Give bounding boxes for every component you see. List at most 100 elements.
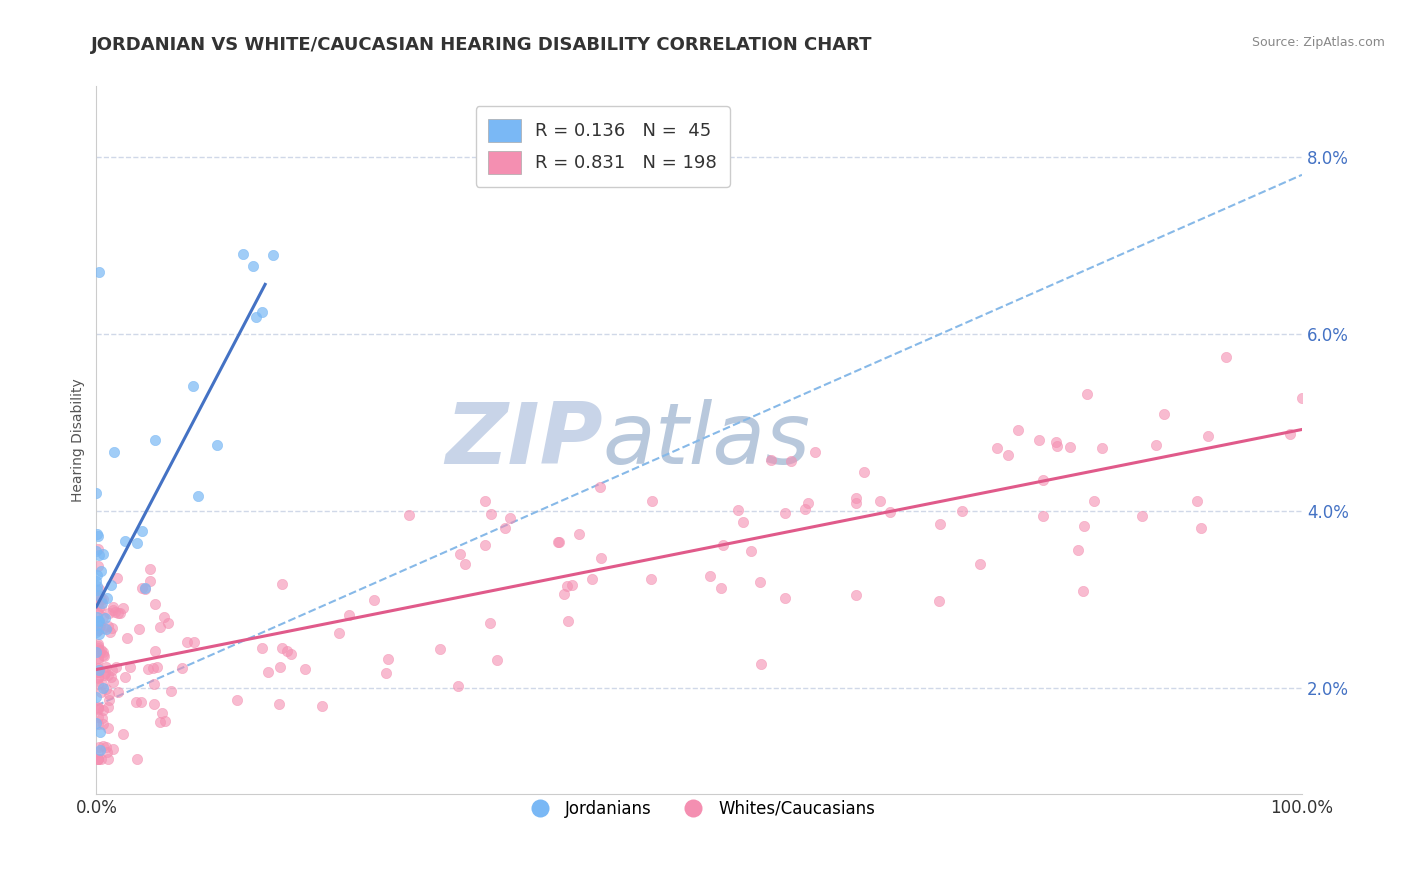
Point	[170, 661, 193, 675]
Point	[97, 606, 120, 620]
Point	[796, 495, 818, 509]
Point	[105, 660, 128, 674]
Point	[103, 742, 125, 756]
Point	[429, 641, 451, 656]
Point	[89, 663, 111, 677]
Point	[94, 739, 117, 754]
Point	[547, 535, 569, 549]
Point	[143, 597, 166, 611]
Point	[145, 644, 167, 658]
Point	[454, 557, 477, 571]
Point	[1076, 386, 1098, 401]
Point	[929, 516, 952, 531]
Point	[581, 572, 603, 586]
Point	[97, 687, 120, 701]
Point	[641, 494, 664, 508]
Point	[869, 494, 891, 508]
Legend: Jordanians, Whites/Caucasians: Jordanians, Whites/Caucasians	[516, 793, 882, 824]
Point	[845, 496, 868, 510]
Point	[1083, 493, 1105, 508]
Point	[86, 690, 108, 704]
Point	[86, 609, 108, 624]
Point	[100, 663, 122, 677]
Point	[1189, 521, 1212, 535]
Point	[87, 622, 110, 636]
Point	[131, 524, 153, 539]
Point	[1153, 407, 1175, 421]
Point	[969, 557, 991, 571]
Point	[87, 541, 110, 556]
Point	[478, 615, 501, 630]
Point	[86, 744, 108, 758]
Point	[950, 503, 973, 517]
Point	[232, 246, 254, 260]
Point	[150, 706, 173, 720]
Point	[183, 635, 205, 649]
Point	[879, 505, 901, 519]
Point	[89, 725, 111, 739]
Point	[86, 606, 108, 620]
Point	[87, 529, 110, 543]
Point	[86, 582, 108, 597]
Point	[86, 640, 108, 655]
Point	[1278, 427, 1301, 442]
Point	[775, 506, 797, 520]
Point	[86, 665, 108, 679]
Point	[86, 645, 108, 659]
Text: atlas: atlas	[603, 399, 811, 482]
Point	[94, 611, 117, 625]
Point	[86, 640, 108, 654]
Point	[94, 622, 117, 636]
Point	[205, 438, 228, 452]
Point	[114, 670, 136, 684]
Point	[86, 676, 108, 690]
Point	[555, 579, 578, 593]
Point	[568, 527, 591, 541]
Point	[104, 605, 127, 619]
Point	[87, 595, 110, 609]
Point	[86, 702, 108, 716]
Point	[328, 625, 350, 640]
Point	[267, 697, 290, 711]
Point	[96, 591, 118, 606]
Point	[86, 752, 108, 766]
Point	[86, 618, 108, 632]
Point	[557, 614, 579, 628]
Point	[91, 677, 114, 691]
Point	[87, 601, 110, 615]
Point	[91, 739, 114, 754]
Point	[94, 660, 117, 674]
Point	[1130, 509, 1153, 524]
Point	[250, 305, 273, 319]
Point	[149, 620, 172, 634]
Point	[86, 544, 108, 558]
Point	[100, 669, 122, 683]
Point	[131, 581, 153, 595]
Point	[89, 618, 111, 632]
Point	[1032, 473, 1054, 487]
Point	[271, 577, 294, 591]
Point	[156, 616, 179, 631]
Point	[86, 670, 108, 684]
Point	[187, 489, 209, 503]
Point	[398, 508, 420, 522]
Point	[86, 624, 108, 639]
Point	[374, 666, 396, 681]
Point	[710, 582, 733, 596]
Point	[89, 582, 111, 597]
Point	[553, 587, 575, 601]
Point	[100, 621, 122, 635]
Point	[699, 569, 721, 583]
Point	[280, 647, 302, 661]
Point	[93, 703, 115, 717]
Point	[139, 561, 162, 575]
Point	[153, 609, 176, 624]
Point	[86, 526, 108, 541]
Point	[86, 716, 108, 731]
Point	[1090, 442, 1112, 456]
Point	[98, 625, 121, 640]
Point	[804, 445, 827, 459]
Point	[87, 548, 110, 562]
Point	[1144, 438, 1167, 452]
Point	[86, 653, 108, 667]
